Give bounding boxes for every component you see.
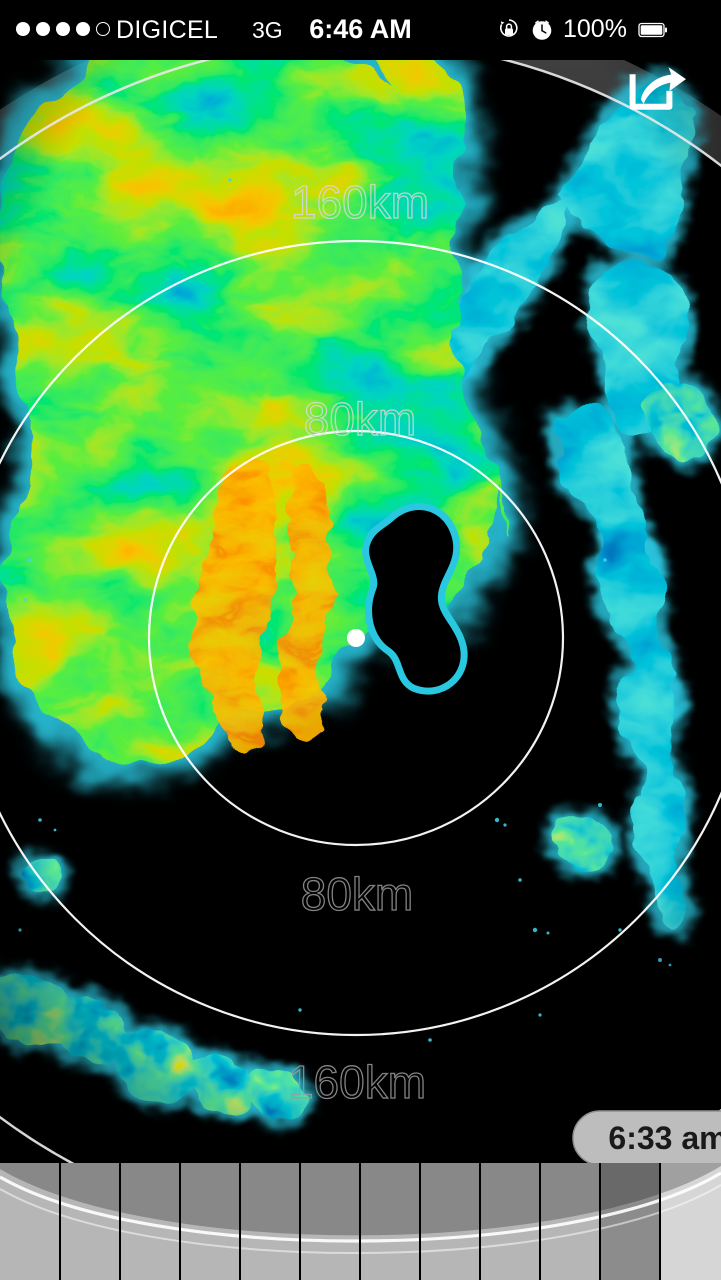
- svg-text:160km: 160km: [291, 176, 429, 228]
- svg-text:80km: 80km: [301, 868, 413, 920]
- svg-text:6:33 am: 6:33 am: [608, 1120, 721, 1156]
- svg-text:80km: 80km: [304, 393, 416, 445]
- svg-text:160km: 160km: [288, 1056, 426, 1108]
